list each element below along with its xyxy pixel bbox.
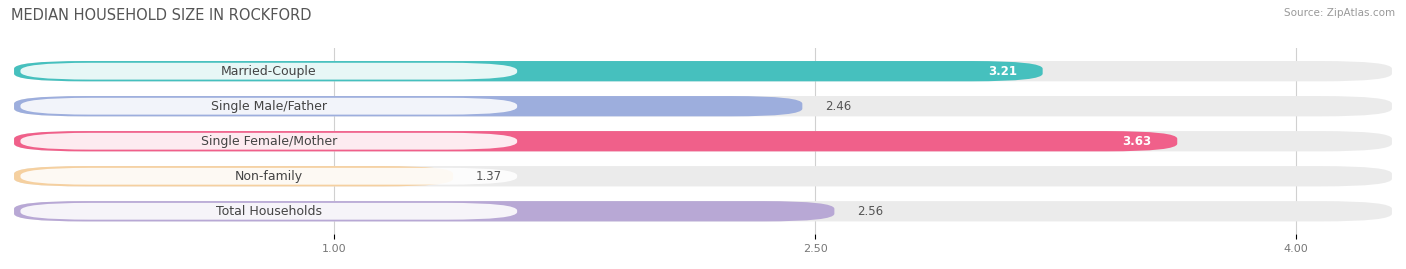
- FancyBboxPatch shape: [14, 61, 1043, 81]
- Text: Total Households: Total Households: [215, 205, 322, 218]
- Text: MEDIAN HOUSEHOLD SIZE IN ROCKFORD: MEDIAN HOUSEHOLD SIZE IN ROCKFORD: [11, 8, 312, 23]
- FancyBboxPatch shape: [21, 168, 517, 185]
- FancyBboxPatch shape: [14, 61, 1392, 81]
- Text: 1.37: 1.37: [475, 170, 502, 183]
- FancyBboxPatch shape: [14, 96, 1392, 116]
- FancyBboxPatch shape: [21, 133, 517, 150]
- Text: Married-Couple: Married-Couple: [221, 65, 316, 78]
- Text: Source: ZipAtlas.com: Source: ZipAtlas.com: [1284, 8, 1395, 18]
- FancyBboxPatch shape: [14, 166, 453, 186]
- FancyBboxPatch shape: [21, 98, 517, 115]
- Text: 2.56: 2.56: [856, 205, 883, 218]
- FancyBboxPatch shape: [14, 96, 803, 116]
- Text: Single Male/Father: Single Male/Father: [211, 100, 326, 113]
- FancyBboxPatch shape: [14, 166, 1392, 186]
- FancyBboxPatch shape: [14, 131, 1177, 151]
- Text: 3.21: 3.21: [988, 65, 1017, 78]
- Text: Non-family: Non-family: [235, 170, 302, 183]
- FancyBboxPatch shape: [14, 201, 834, 221]
- Text: 3.63: 3.63: [1122, 135, 1152, 148]
- FancyBboxPatch shape: [21, 203, 517, 220]
- FancyBboxPatch shape: [14, 131, 1392, 151]
- Text: 2.46: 2.46: [825, 100, 851, 113]
- FancyBboxPatch shape: [14, 201, 1392, 221]
- FancyBboxPatch shape: [21, 63, 517, 80]
- Text: Single Female/Mother: Single Female/Mother: [201, 135, 337, 148]
